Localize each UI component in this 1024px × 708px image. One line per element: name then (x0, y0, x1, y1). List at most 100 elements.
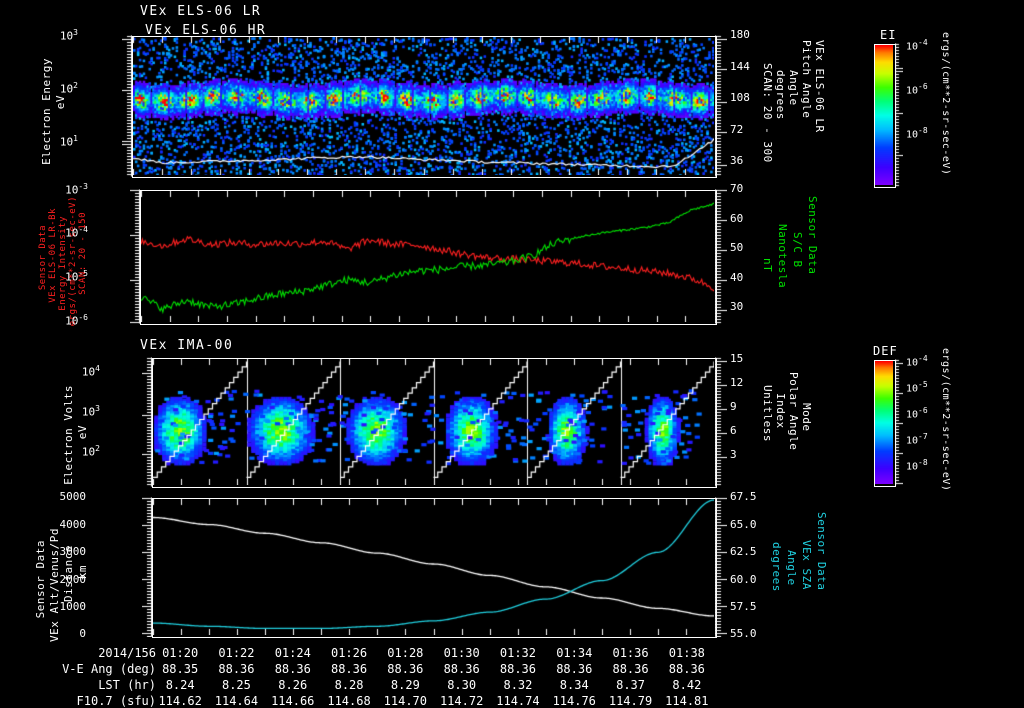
bottom-lst-1: 8.25 (221, 678, 251, 692)
bottom-time-9: 01:38 (668, 646, 705, 660)
panel4-ytick-5: 0 (79, 627, 86, 640)
bottom-time-1: 01:22 (218, 646, 255, 660)
panel2-left-label-2: VEx ELS-06 LR-Bk (48, 208, 58, 303)
panel3-right-label-2: Polar Angle (787, 372, 800, 451)
bottom-time-5: 01:30 (443, 646, 480, 660)
panel3-right-label-4: Unitless (761, 385, 774, 442)
colorbar2-label: DEF (873, 344, 898, 358)
panel1-ytick-0: 103 (59, 28, 78, 43)
panel1-right-label-3: Angle (787, 70, 800, 106)
bottom-veang-5: 88.36 (443, 662, 480, 676)
panel2-rtick-3: 40 (730, 270, 744, 284)
panel4-left-label-1: Sensor Data (34, 540, 47, 619)
bottom-veang-6: 88.36 (499, 662, 536, 676)
bottom-lst-6: 8.32 (503, 678, 533, 692)
colorbar2-unit: ergs/(cm**2-sr-sec-eV) (940, 348, 951, 492)
panel1-rtick-2: 108 (730, 91, 750, 104)
panel4-rtick-3: 60.0 (730, 572, 757, 586)
panel1-rtick-4: 36 (730, 154, 744, 167)
panel4-rtick-4: 57.5 (730, 600, 757, 613)
panel3-title: VEx IMA-00 (140, 338, 234, 353)
panel2-ytick-3: 10-6 (65, 313, 88, 328)
bottom-f107-8: 114.79 (608, 694, 653, 708)
panel4-rtick-5: 55.0 (730, 627, 757, 640)
bottom-lst-9: 8.42 (672, 678, 702, 692)
panel2-left-label-4: ergs/(cm**2-sr-sec-eV) (68, 196, 78, 327)
panel3-right-label-3: Index (774, 393, 787, 429)
bottom-f107-1: 114.64 (214, 694, 259, 708)
colorbar2-tick-2: 10-6 (906, 406, 928, 421)
panel3-rtick-2: 9 (730, 400, 737, 413)
colorbar2-tick-0: 10-4 (906, 354, 928, 369)
bottom-time-0: 01:20 (162, 646, 199, 660)
bottom-veang-0: 88.35 (162, 662, 199, 676)
bottom-f107-0: 114.62 (158, 694, 202, 708)
panel1-rtick-1: 144 (730, 59, 750, 73)
panel1-y-axis-label: Electron Energy (40, 58, 53, 165)
panel3-plot-area[interactable] (152, 358, 717, 488)
colorbar1-label: EI (880, 28, 897, 42)
bottom-lst-3: 8.28 (334, 678, 364, 692)
panel1-title-lr: VEx ELS-06 LR (140, 4, 262, 19)
panel2-right-label-3: Nanotesla (776, 224, 789, 289)
bottom-f107-3: 114.68 (327, 694, 371, 708)
panel2-ytick-2: 10-5 (65, 269, 88, 284)
panel3-rtick-4: 3 (730, 448, 737, 461)
colorbar2-tick-1: 10-5 (906, 380, 928, 395)
panel1-right-label-1: Pitch Angle (800, 40, 813, 119)
panel1-y-axis-unit: eV (54, 95, 67, 110)
panel4-right-label-3: Angle (785, 550, 798, 586)
colorbar1-tick-1: 10-6 (906, 82, 928, 97)
bottom-veang-1: 88.36 (218, 662, 255, 676)
panel2-rtick-4: 30 (730, 300, 744, 313)
bottom-time-8: 01:36 (612, 646, 649, 660)
colorbar1-unit: ergs/(cm**2-sr-sec-eV) (940, 32, 951, 176)
bottom-f107-2: 114.66 (271, 694, 315, 708)
panel3-ytick-1: 103 (81, 404, 100, 419)
bottom-time-7: 01:34 (556, 646, 593, 660)
bottom-time-6: 01:32 (499, 646, 536, 660)
panel3-y-axis-unit: eV (76, 425, 89, 440)
bottom-time-3: 01:26 (330, 646, 368, 660)
panel2-ytick-1: 10-4 (65, 225, 88, 240)
panel4-right-label-2: VEx SZA (800, 540, 813, 590)
bottom-veang-3: 88.36 (330, 662, 368, 676)
panel2-left-label-1: Sensor Data (38, 225, 48, 291)
panel4-ytick-1: 4000 (59, 517, 87, 531)
colorbar2 (874, 360, 896, 487)
bottom-f107-5: 114.72 (439, 694, 484, 708)
panel3-ytick-2: 102 (81, 444, 100, 459)
bottom-veang-7: 88.36 (556, 662, 593, 676)
panel2-ytick-0: 10-3 (65, 182, 88, 197)
bottom-lst-5: 8.30 (447, 678, 477, 692)
panel1-ytick-2: 101 (59, 134, 78, 149)
bottom-f107-4: 114.70 (383, 694, 428, 708)
bottom-lst-0: 8.24 (165, 678, 195, 692)
bottom-lst-7: 8.34 (559, 678, 589, 692)
panel4-rtick-1: 65.0 (730, 517, 757, 531)
panel2-plot-area[interactable] (140, 190, 717, 325)
panel1-ytick-1: 102 (59, 81, 78, 96)
panel4-ytick-4: 1000 (59, 600, 87, 613)
panel4-rtick-2: 62.5 (730, 545, 757, 558)
colorbar2-tick-3: 10-7 (906, 432, 928, 447)
panel4-ytick-0: 5000 (59, 490, 87, 503)
bottom-f107-6: 114.74 (496, 694, 540, 708)
bottom-veang-2: 88.36 (274, 662, 311, 676)
panel1-plot-area[interactable] (132, 36, 717, 178)
panel3-rtick-1: 12 (730, 376, 744, 389)
panel1-right-label-5: SCAN: 20 - 300 (761, 63, 774, 163)
colorbar2-tick-4: 10-8 (906, 458, 928, 473)
bottom-f107-7: 114.76 (552, 694, 596, 708)
panel4-ytick-2: 3000 (59, 545, 87, 558)
panel4-plot-area[interactable] (152, 498, 717, 638)
bottom-row-label-ve-ang: V-E Ang (deg) (62, 662, 156, 676)
panel3-ytick-0: 104 (81, 364, 100, 379)
panel3-right-label-1: Mode (800, 403, 813, 432)
panel3-rtick-3: 6 (730, 424, 737, 437)
panel2-rtick-2: 50 (730, 241, 744, 254)
bottom-time-2: 01:24 (274, 646, 311, 660)
bottom-date-label: 2014/156 (98, 646, 156, 660)
bottom-time-4: 01:28 (387, 646, 424, 660)
